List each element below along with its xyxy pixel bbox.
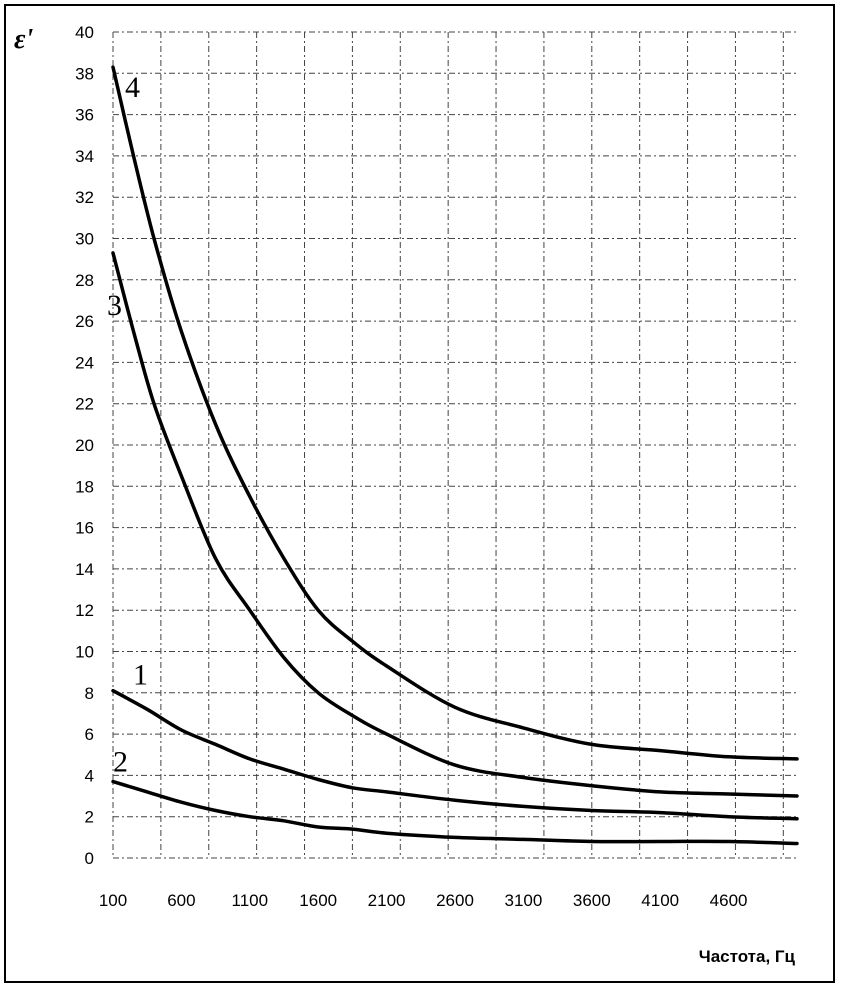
y-tick-label: 4 bbox=[85, 766, 94, 785]
series-label-4: 4 bbox=[125, 71, 140, 104]
y-tick-label: 20 bbox=[75, 436, 94, 455]
series-line-4 bbox=[111, 65, 799, 761]
x-tick-label: 1100 bbox=[232, 891, 269, 910]
y-axis-label: ε' bbox=[14, 24, 33, 55]
x-tick-label: 600 bbox=[167, 891, 195, 910]
series-line-2 bbox=[111, 779, 799, 846]
y-tick-label: 0 bbox=[85, 849, 94, 868]
y-tick-label: 32 bbox=[75, 188, 94, 207]
y-tick-label: 6 bbox=[85, 725, 94, 744]
x-tick-label: 100 bbox=[99, 891, 127, 910]
y-tick-label: 16 bbox=[75, 519, 94, 538]
x-tick-label: 4600 bbox=[710, 891, 748, 910]
x-tick-label: 3100 bbox=[504, 891, 542, 910]
y-tick-label: 24 bbox=[75, 353, 94, 372]
y-tick-label: 14 bbox=[75, 560, 94, 579]
y-tick-label: 12 bbox=[75, 601, 94, 620]
x-tick-label: 4100 bbox=[641, 891, 679, 910]
x-axis-ticks: 100 600 1100 1600 2100 2600 3100 3600 4100 4600 bbox=[99, 891, 748, 910]
series-labels: 1 2 3 4 bbox=[107, 71, 148, 778]
series-label-1: 1 bbox=[133, 659, 148, 692]
y-tick-label: 38 bbox=[75, 64, 94, 83]
y-tick-label: 34 bbox=[75, 147, 94, 166]
x-tick-label: 1600 bbox=[299, 891, 337, 910]
grid-lines bbox=[112, 31, 797, 859]
x-tick-label: 3600 bbox=[573, 891, 611, 910]
y-tick-label: 40 bbox=[75, 23, 94, 42]
x-tick-label: 2600 bbox=[436, 891, 474, 910]
y-tick-label: 22 bbox=[75, 395, 94, 414]
series-line-3 bbox=[111, 251, 799, 798]
y-tick-label: 10 bbox=[75, 643, 94, 662]
y-tick-label: 2 bbox=[85, 808, 94, 827]
y-tick-label: 26 bbox=[75, 312, 94, 331]
y-tick-label: 28 bbox=[75, 271, 94, 290]
series-line-1 bbox=[111, 688, 799, 821]
series-label-3: 3 bbox=[107, 289, 122, 322]
y-tick-label: 36 bbox=[75, 106, 94, 125]
chart-frame bbox=[4, 4, 835, 983]
x-tick-label: 2100 bbox=[368, 891, 406, 910]
y-tick-label: 8 bbox=[85, 684, 94, 703]
y-tick-label: 18 bbox=[75, 477, 94, 496]
x-axis-label: Частота, Гц bbox=[699, 947, 796, 966]
series-label-2: 2 bbox=[113, 746, 128, 779]
series-curves bbox=[111, 65, 799, 846]
y-tick-label: 30 bbox=[75, 230, 94, 249]
